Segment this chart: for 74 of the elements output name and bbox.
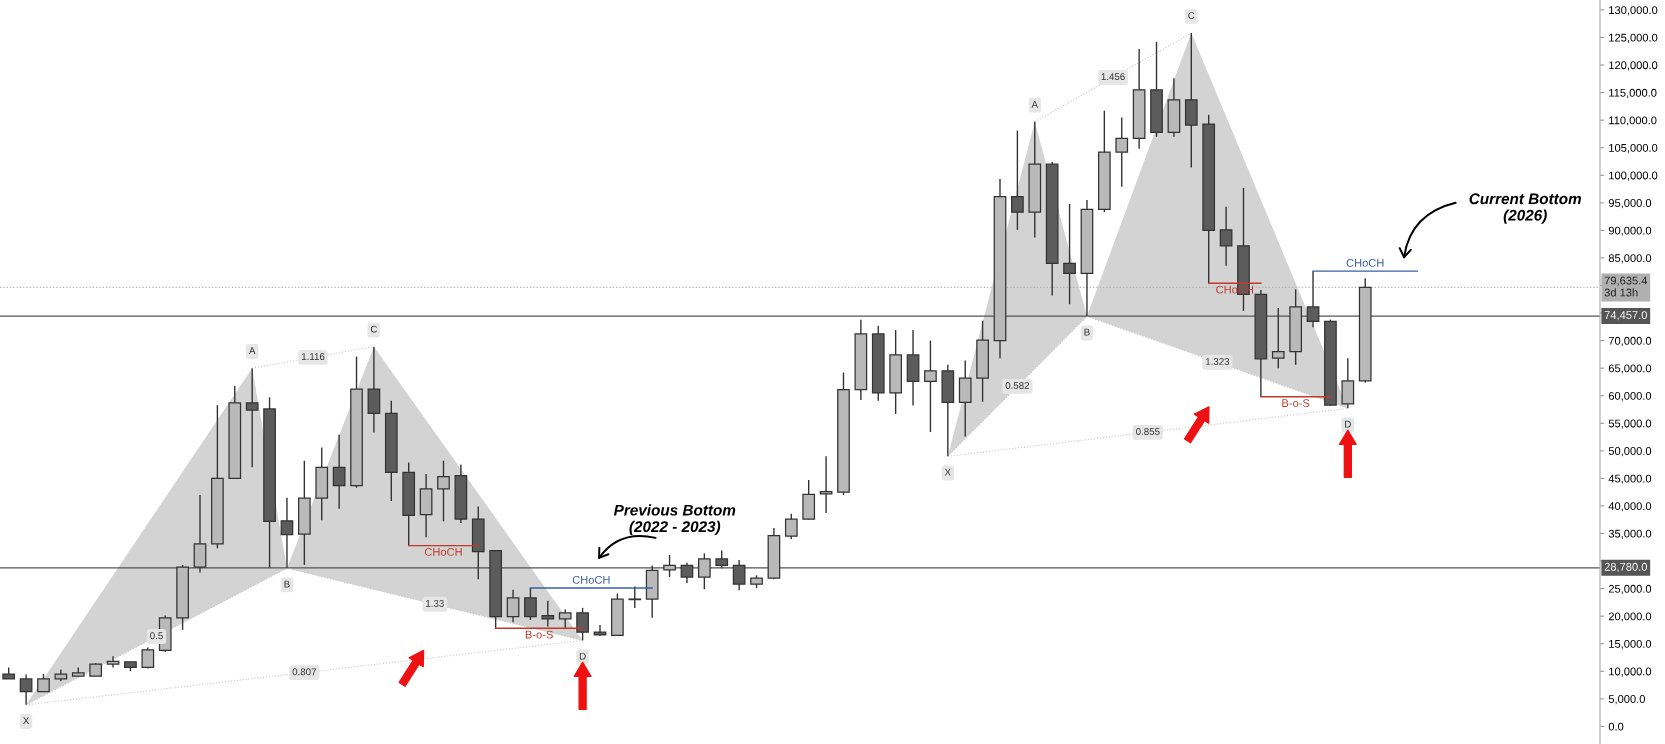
candlestick (332, 434, 346, 510)
y-tick-label: 85,000.0 (1608, 254, 1652, 264)
candlestick (1011, 129, 1024, 231)
candlestick (628, 585, 642, 609)
candlestick (924, 339, 937, 433)
ref-line-label: 74,457.0 (1604, 311, 1647, 321)
y-tick-label: 25,000.0 (1608, 584, 1652, 595)
annotation: X (23, 717, 30, 725)
y-tick-label: 15,000.0 (1609, 639, 1652, 650)
annotation: D (579, 652, 586, 660)
y-tick-label: 50,000.0 (1608, 447, 1652, 457)
ref-line-label: 28,780.0 (1604, 562, 1647, 573)
candlestick (506, 588, 520, 623)
annotation: B (1084, 328, 1090, 336)
candlestick (524, 587, 537, 621)
y-tick-label: 20,000.0 (1608, 612, 1652, 622)
candlestick (1219, 205, 1233, 267)
candlestick (437, 460, 450, 523)
y-tick-label: 60,000.0 (1608, 391, 1652, 402)
y-tick-label: 10,000.0 (1609, 667, 1652, 677)
annotation: A (248, 347, 256, 354)
y-tick-label: 55,000.0 (1608, 419, 1652, 429)
annotation: 1.33 (426, 600, 444, 607)
candlestick (1115, 116, 1129, 188)
ref-line-label: 79,635.4 3d 13h (1604, 276, 1648, 297)
annotation: B (284, 580, 290, 588)
annotation: D (1345, 420, 1351, 428)
annotation: 1.456 (1101, 73, 1125, 81)
y-tick-label: 45,000.0 (1608, 474, 1652, 484)
y-tick-label: 115,000.0 (1609, 88, 1657, 99)
candlestick (1341, 357, 1355, 410)
y-tick-label: 0.0 (1608, 722, 1624, 731)
candlestick (19, 673, 33, 706)
candlestick (1271, 307, 1285, 369)
annotation: 0.5 (150, 632, 163, 640)
candlestick (541, 600, 555, 628)
candlestick (193, 494, 207, 574)
candlestick (558, 608, 572, 629)
annotation: C (1188, 12, 1195, 20)
annotation: X (944, 468, 951, 476)
y-tick-label: 35,000.0 (1608, 529, 1652, 539)
y-tick-label: 65,000.0 (1608, 364, 1652, 374)
annotation: 0.807 (292, 668, 317, 676)
y-tick-label: 40,000.0 (1608, 502, 1652, 512)
candlestick (245, 367, 259, 469)
y-tick-label: 90,000.0 (1608, 226, 1652, 236)
y-tick-label: 110,000.0 (1609, 116, 1657, 126)
series-label: CHoCH (572, 575, 610, 584)
candlestick (576, 607, 589, 642)
y-tick-label: 105,000.0 (1609, 143, 1658, 154)
y-tick-label: 5,000.0 (1608, 695, 1645, 705)
annotation: 0.582 (1005, 382, 1030, 389)
candlestick (1063, 203, 1076, 305)
series-label: CHoCH (424, 547, 462, 556)
y-tick-label: 130,000.0 (1609, 6, 1658, 16)
annotation: 1.323 (1205, 358, 1230, 365)
y-tick-label: 125,000.0 (1609, 33, 1658, 43)
candlestick (106, 655, 120, 669)
annotation: 0.855 (1136, 428, 1160, 435)
series-label: B-o-S (1282, 399, 1310, 408)
candlestick (784, 512, 798, 540)
y-tick-label: 70,000.0 (1608, 336, 1652, 347)
series-label: CHoCH (1346, 259, 1384, 267)
annotation: A (1031, 100, 1039, 108)
annotation: Current Bottom (2026) (1469, 193, 1582, 224)
annotation: 1.116 (301, 353, 325, 361)
y-tick-label: 95,000.0 (1608, 199, 1652, 209)
candlestick (697, 552, 711, 590)
annotation: C (370, 325, 378, 333)
y-tick-label: 100,000.0 (1609, 171, 1658, 181)
candlestick (663, 554, 676, 578)
series-label: B-o-S (525, 630, 553, 639)
y-tick-label: 120,000.0 (1609, 61, 1658, 71)
annotation: Previous Bottom (2022 - 2023) (613, 504, 736, 536)
